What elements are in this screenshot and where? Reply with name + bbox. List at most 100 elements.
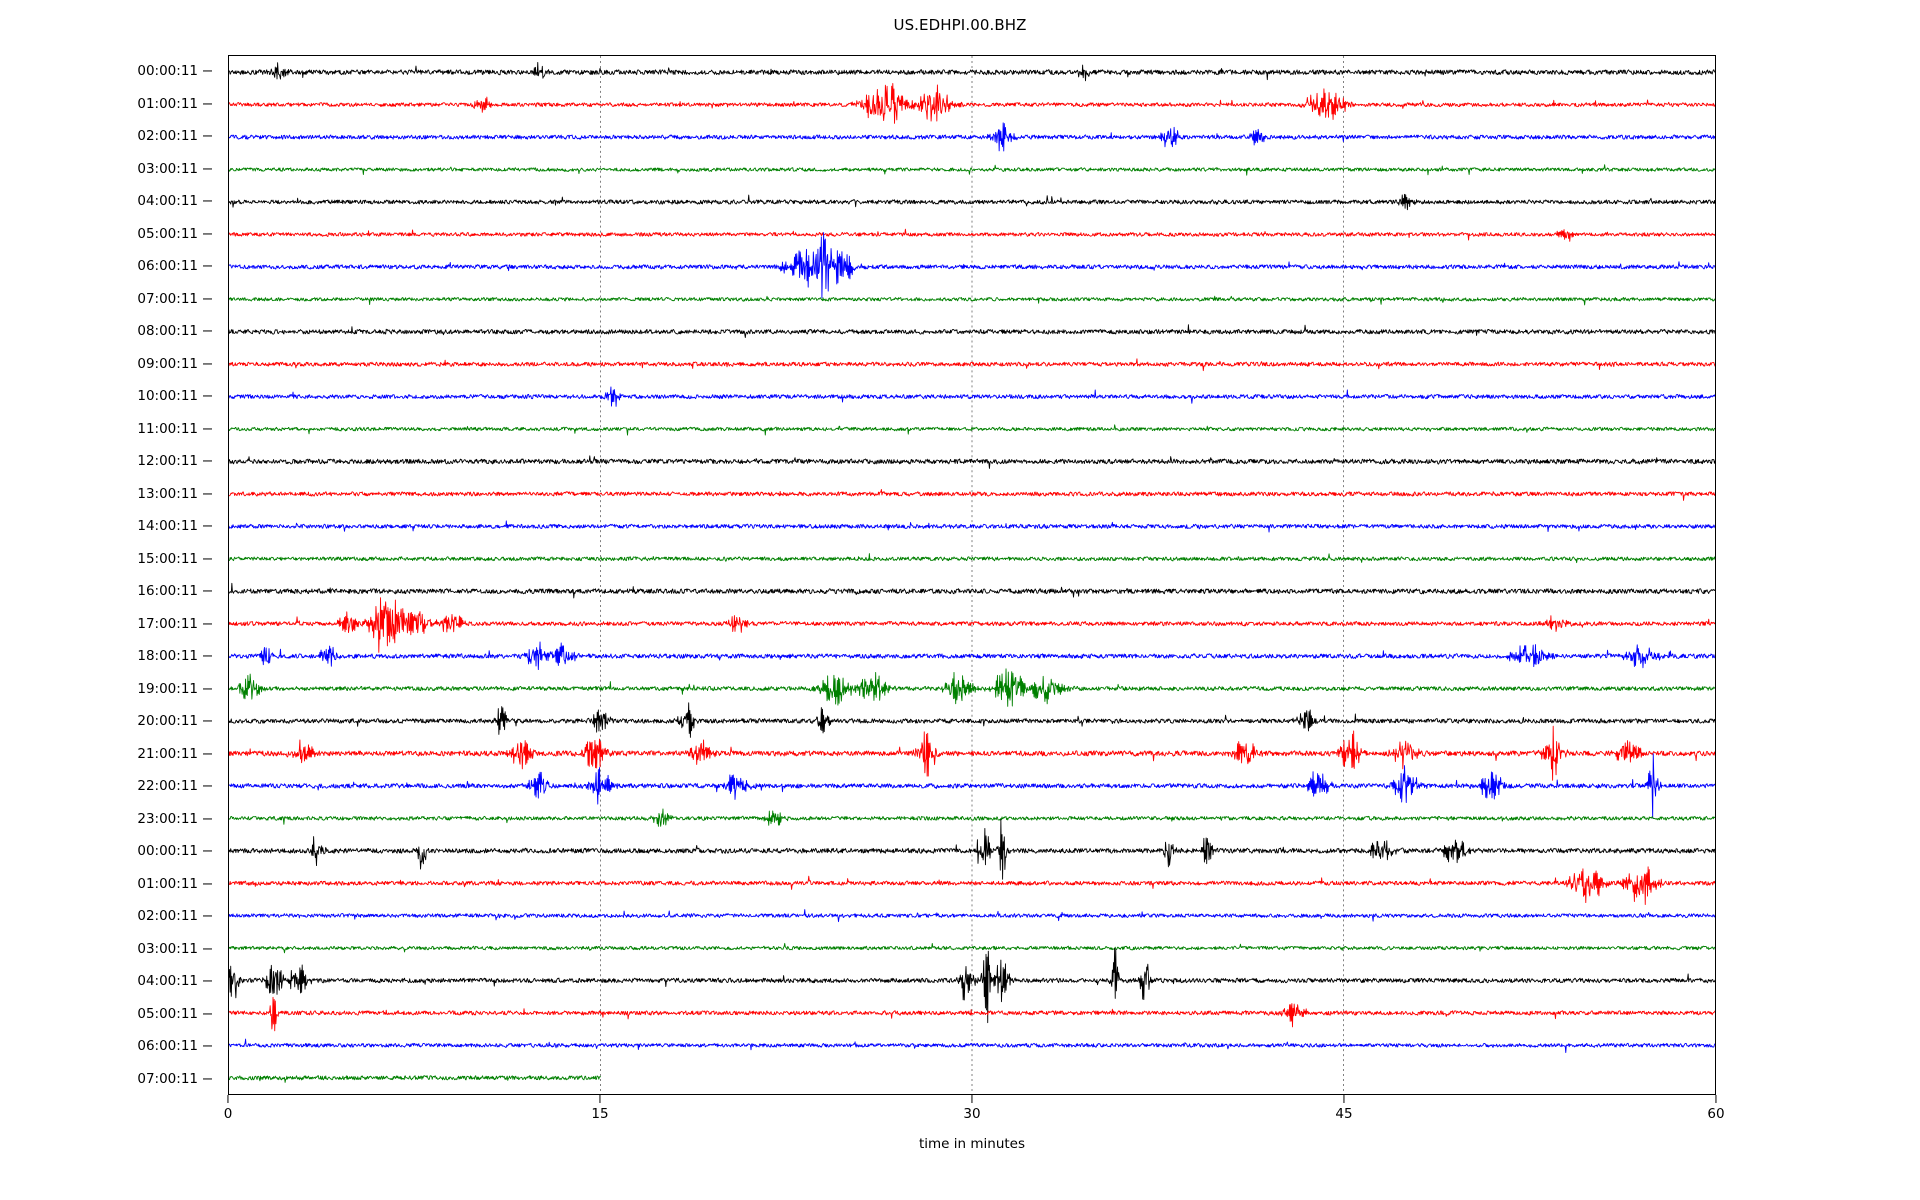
y-tick-mark (203, 818, 212, 820)
y-tick-label: 18:00:11 (137, 648, 198, 665)
y-tick-label: 13:00:11 (137, 485, 198, 502)
y-tick-mark (203, 1013, 212, 1015)
seismic-trace (229, 83, 1715, 124)
y-tick-label: 05:00:11 (137, 225, 198, 242)
y-tick-label: 00:00:11 (137, 63, 198, 80)
y-tick-label: 03:00:11 (137, 940, 198, 957)
x-axis-title: time in minutes (918, 1136, 1026, 1152)
y-tick-label: 04:00:11 (137, 973, 198, 990)
y-tick-label: 05:00:11 (137, 1005, 198, 1022)
seismic-trace (229, 641, 1715, 671)
seismic-trace (229, 597, 1715, 653)
x-tick-mark (1343, 1095, 1345, 1103)
x-tick-label: 60 (1707, 1106, 1725, 1122)
y-tick-mark (203, 428, 212, 430)
seismic-trace (229, 386, 1715, 407)
seismic-trace (229, 866, 1715, 905)
y-tick-mark (203, 1078, 212, 1080)
y-tick-mark (203, 265, 212, 267)
seismic-trace (229, 996, 1715, 1032)
seismic-trace (229, 193, 1715, 211)
y-tick-mark (203, 200, 212, 202)
seismic-trace (229, 61, 1715, 82)
y-tick-mark (203, 233, 212, 235)
y-tick-mark (203, 493, 212, 495)
y-tick-mark (203, 460, 212, 462)
seismic-trace (229, 702, 1715, 738)
y-tick-mark (203, 948, 212, 950)
y-tick-label: 10:00:11 (137, 388, 198, 405)
y-tick-mark (203, 915, 212, 917)
y-axis-labels: 00:00:11 01:00:11 02:00:11 03:00:11 04:00:11… (0, 55, 228, 1095)
y-tick-mark (203, 688, 212, 690)
y-tick-label: 04:00:11 (137, 193, 198, 210)
y-tick-mark (203, 558, 212, 560)
y-tick-label: 20:00:11 (137, 713, 198, 730)
x-tick-label: 15 (591, 1106, 609, 1122)
seismic-trace (229, 295, 1715, 306)
x-tick-label: 30 (963, 1106, 981, 1122)
seismic-trace (229, 228, 1715, 242)
y-tick-label: 14:00:11 (137, 518, 198, 535)
y-tick-label: 07:00:11 (137, 1070, 198, 1087)
seismic-trace (229, 1038, 1715, 1054)
plot-area (228, 55, 1716, 1095)
y-tick-mark (203, 103, 212, 105)
seismic-trace (229, 1075, 601, 1083)
y-tick-label: 22:00:11 (137, 778, 198, 795)
seismic-trace (229, 232, 1715, 299)
y-tick-label: 17:00:11 (137, 615, 198, 632)
y-tick-label: 02:00:11 (137, 128, 198, 145)
seismic-trace (229, 358, 1715, 372)
y-tick-mark (203, 590, 212, 592)
y-tick-label: 06:00:11 (137, 258, 198, 275)
y-tick-label: 01:00:11 (137, 875, 198, 892)
y-tick-label: 11:00:11 (137, 420, 198, 437)
y-tick-label: 07:00:11 (137, 290, 198, 307)
y-tick-mark (203, 785, 212, 787)
y-tick-mark (203, 980, 212, 982)
y-tick-label: 02:00:11 (137, 908, 198, 925)
y-tick-label: 09:00:11 (137, 355, 198, 372)
seismic-trace (229, 909, 1715, 923)
seismic-trace (229, 819, 1715, 880)
y-tick-mark (203, 623, 212, 625)
y-tick-label: 21:00:11 (137, 745, 198, 762)
y-tick-mark (203, 1045, 212, 1047)
y-tick-label: 19:00:11 (137, 680, 198, 697)
seismic-trace (229, 942, 1715, 954)
y-tick-label: 23:00:11 (137, 810, 198, 827)
y-tick-label: 01:00:11 (137, 95, 198, 112)
y-tick-mark (203, 363, 212, 365)
gridlines (600, 56, 1344, 1094)
seismic-trace (229, 424, 1715, 436)
seismic-trace (229, 520, 1715, 533)
y-tick-mark (203, 395, 212, 397)
seismic-trace (229, 725, 1715, 781)
seismic-trace (229, 489, 1715, 501)
y-tick-mark (203, 655, 212, 657)
x-tick-mark (599, 1095, 601, 1103)
x-tick-mark (1715, 1095, 1717, 1103)
x-tick-label: 0 (223, 1106, 233, 1122)
trace-canvas (229, 56, 1715, 1094)
y-tick-mark (203, 883, 212, 885)
y-tick-label: 08:00:11 (137, 323, 198, 340)
traces (229, 61, 1715, 1083)
seismic-trace (229, 553, 1715, 564)
y-tick-label: 12:00:11 (137, 453, 198, 470)
seismic-trace (229, 668, 1715, 707)
y-tick-label: 06:00:11 (137, 1038, 198, 1055)
page-title: US.EDHPI.00.BHZ (893, 16, 1027, 34)
y-tick-mark (203, 135, 212, 137)
y-tick-mark (203, 525, 212, 527)
y-tick-mark (203, 850, 212, 852)
y-tick-mark (203, 330, 212, 332)
seismic-trace (229, 582, 1715, 599)
y-tick-mark (203, 753, 212, 755)
x-tick-mark (971, 1095, 973, 1103)
seismic-trace (229, 122, 1715, 152)
seismic-trace (229, 753, 1715, 819)
y-tick-mark (203, 168, 212, 170)
